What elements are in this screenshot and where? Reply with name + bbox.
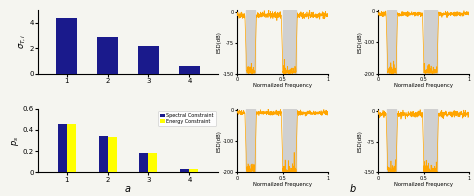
Bar (246, 109, 255, 172)
Y-axis label: ESD(dB): ESD(dB) (357, 31, 362, 53)
Bar (283, 10, 296, 74)
Bar (139, 153, 148, 172)
Bar (387, 109, 396, 172)
Bar (424, 10, 438, 74)
X-axis label: Normailzed Frequency: Normailzed Frequency (253, 83, 312, 88)
Bar (57, 123, 66, 172)
Y-axis label: ESD(dB): ESD(dB) (357, 130, 362, 152)
X-axis label: Normailzed Frequency: Normailzed Frequency (394, 83, 453, 88)
Y-axis label: ESD(dB): ESD(dB) (216, 130, 221, 152)
Bar (283, 109, 296, 172)
Text: a: a (125, 184, 131, 194)
Bar (108, 137, 117, 172)
Bar (387, 10, 396, 74)
Y-axis label: $p_s$: $p_s$ (10, 135, 21, 146)
Bar (246, 10, 255, 74)
Y-axis label: ESD(dB): ESD(dB) (216, 31, 221, 53)
Bar (424, 109, 438, 172)
Bar (190, 169, 199, 172)
Y-axis label: $\sigma_{T,i}$: $\sigma_{T,i}$ (18, 34, 28, 49)
Legend: Spectral Constraint, Energy Constraint: Spectral Constraint, Energy Constraint (158, 111, 216, 126)
Bar (56, 18, 77, 74)
Text: b: b (350, 184, 356, 194)
Bar (138, 45, 159, 74)
Bar (97, 37, 118, 74)
Bar (181, 169, 190, 172)
Bar (179, 66, 200, 74)
Bar (99, 136, 108, 172)
Bar (66, 124, 75, 172)
Bar (148, 153, 157, 172)
X-axis label: Normailzed Frequency: Normailzed Frequency (394, 182, 453, 187)
X-axis label: Normailzed Frequency: Normailzed Frequency (253, 182, 312, 187)
